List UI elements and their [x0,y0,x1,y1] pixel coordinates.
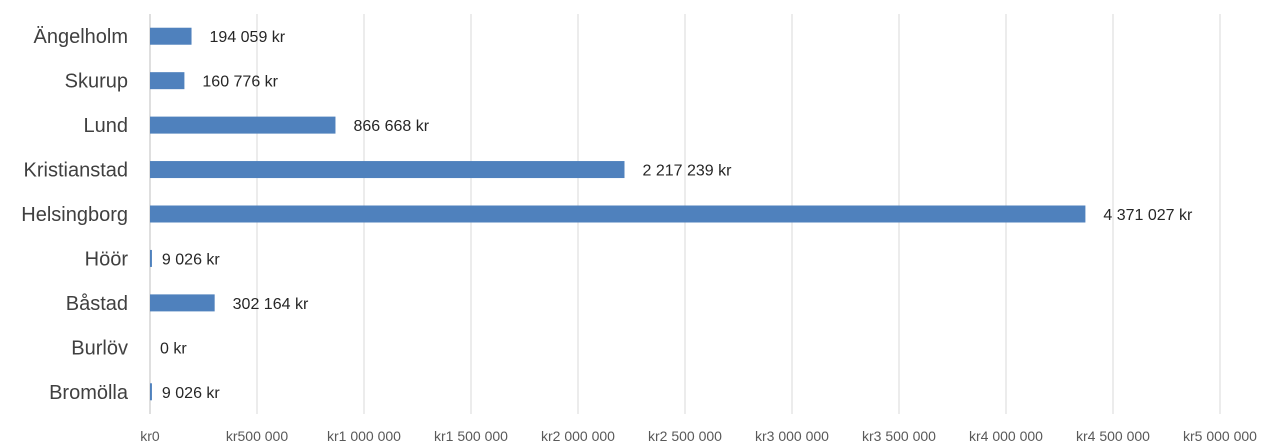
x-tick-label: kr1 500 000 [434,428,508,444]
bar [150,205,1086,223]
category-label: Skurup [65,71,128,93]
data-label: 9 026 kr [162,385,220,402]
x-tick-label: kr0 [140,428,160,444]
category-axis: Ängelholm Skurup Lund Kristianstad Helsingbo… [21,26,129,404]
category-label: Burlöv [71,337,128,359]
category-label: Höör [85,248,129,270]
x-tick-label: kr4 500 000 [1076,428,1150,444]
data-label: 4 371 027 kr [1103,207,1193,224]
data-labels: 194 059 kr 160 776 kr 866 668 kr 2 217 239 … [160,29,1193,402]
category-label: Helsingborg [21,204,128,226]
bars [150,27,1086,401]
x-tick-label: kr1 000 000 [327,428,401,444]
category-label: Bromölla [49,382,129,404]
x-tick-label: kr3 500 000 [862,428,936,444]
bar [150,27,192,45]
bar [150,116,336,134]
data-label: 160 776 kr [202,74,278,91]
x-tick-label: kr5 000 000 [1183,428,1257,444]
x-tick-label: kr2 500 000 [648,428,722,444]
data-label: 194 059 kr [210,29,286,46]
data-label: 9 026 kr [162,251,220,268]
bar [150,249,152,267]
category-label: Kristianstad [24,160,129,182]
x-tick-label: kr500 000 [226,428,288,444]
value-axis: kr0 kr500 000 kr1 000 000 kr1 500 000 kr2 00… [140,428,1257,444]
bar [150,294,215,312]
x-tick-label: kr4 000 000 [969,428,1043,444]
bar [150,383,152,401]
bar [150,161,625,179]
data-label: 2 217 239 kr [642,163,732,180]
category-label: Ängelholm [33,26,128,48]
data-label: 302 164 kr [233,296,309,313]
category-label: Båstad [66,293,128,315]
x-tick-label: kr2 000 000 [541,428,615,444]
category-label: Lund [84,115,129,137]
x-tick-label: kr3 000 000 [755,428,829,444]
data-label: 0 kr [160,340,187,357]
bar [150,72,185,90]
data-label: 866 668 kr [353,118,429,135]
